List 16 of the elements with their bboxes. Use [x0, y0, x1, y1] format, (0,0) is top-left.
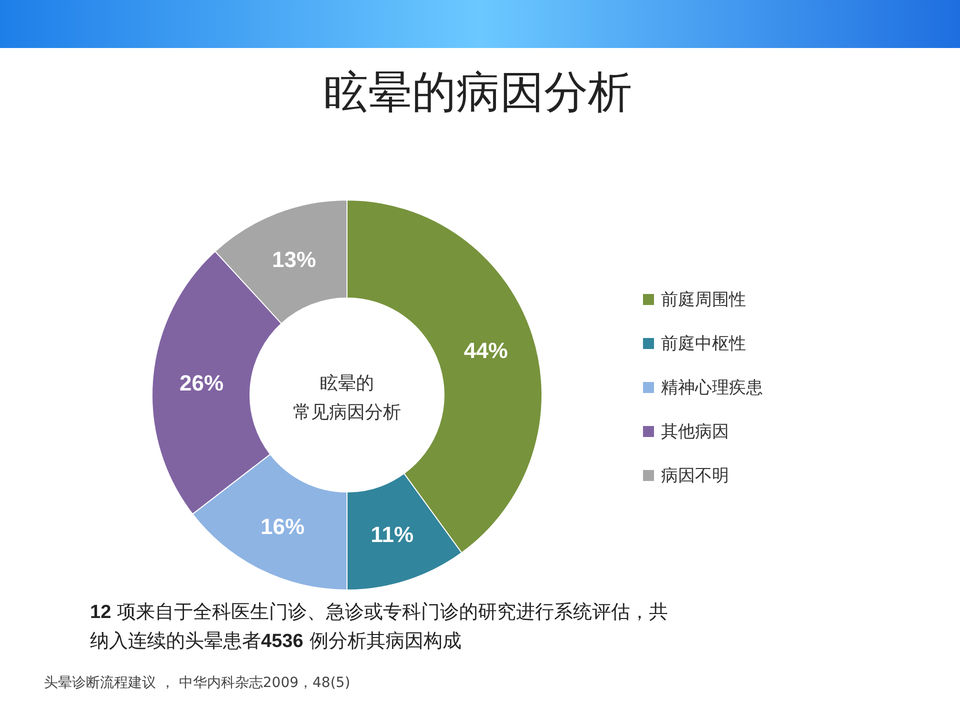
text: 眩晕的	[320, 373, 374, 394]
legend-label: 前庭中枢性	[661, 334, 746, 354]
legend-label: 病因不明	[661, 466, 729, 486]
data-label: 16%	[260, 514, 305, 540]
text: 12 项来自于全科医生门诊、急诊或专科门诊的研究进行系统评估，共	[90, 601, 668, 623]
data-label: 11%	[370, 522, 414, 547]
chart-title: 眩晕的病因分析	[324, 67, 632, 118]
legend-label: 精神心理疾患	[661, 378, 763, 398]
text: 头晕诊断流程建议 ， 中华内科杂志2009，48(5)	[44, 675, 350, 691]
data-label: 13%	[272, 246, 316, 272]
text: 常见病因分析	[293, 402, 401, 423]
data-label: 26%	[180, 370, 224, 396]
legend-label: 前庭周围性	[661, 290, 746, 310]
legend-label: 其他病因	[661, 422, 729, 442]
data-label: 44%	[464, 338, 508, 363]
text: 纳入连续的头晕患者4536 例分析其病因构成	[90, 630, 462, 652]
